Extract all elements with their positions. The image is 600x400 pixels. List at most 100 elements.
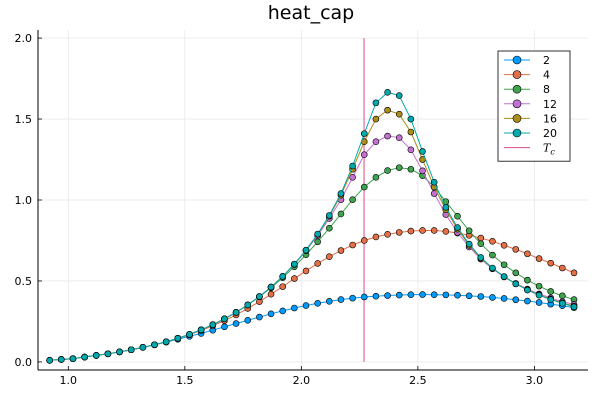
data-point bbox=[244, 316, 252, 324]
data-point bbox=[349, 196, 356, 203]
data-point bbox=[349, 294, 356, 302]
data-point bbox=[559, 299, 566, 307]
data-point bbox=[489, 294, 496, 301]
data-point bbox=[372, 99, 380, 107]
data-point bbox=[244, 301, 252, 309]
data-point bbox=[547, 259, 555, 267]
data-point bbox=[279, 273, 287, 280]
data-point bbox=[326, 298, 333, 305]
data-point bbox=[360, 293, 368, 301]
legend-label: 20 bbox=[543, 127, 557, 140]
data-point bbox=[395, 229, 403, 236]
data-point bbox=[559, 264, 566, 272]
data-point bbox=[570, 269, 578, 277]
data-point bbox=[81, 353, 88, 361]
x-tick-label: 2.5 bbox=[409, 374, 427, 387]
x-tick-label: 1.5 bbox=[176, 374, 194, 387]
data-point bbox=[384, 89, 391, 96]
data-point bbox=[337, 210, 345, 218]
data-point bbox=[326, 224, 333, 232]
data-point bbox=[337, 296, 345, 303]
data-point bbox=[349, 162, 356, 170]
data-point bbox=[360, 151, 368, 158]
y-tick-label: 2.0 bbox=[15, 32, 33, 45]
y-tick-label: 1.0 bbox=[15, 194, 33, 207]
data-point bbox=[535, 299, 543, 306]
legend-marker bbox=[512, 55, 522, 65]
data-point bbox=[209, 321, 217, 328]
data-point bbox=[279, 283, 287, 290]
data-point bbox=[267, 283, 275, 291]
data-point bbox=[454, 291, 461, 299]
data-point bbox=[372, 115, 380, 123]
data-point bbox=[372, 292, 380, 300]
data-point bbox=[395, 291, 403, 299]
data-point bbox=[326, 253, 333, 260]
data-point bbox=[326, 212, 333, 219]
data-point bbox=[395, 110, 403, 118]
data-point bbox=[559, 292, 566, 300]
legend-label: 2 bbox=[543, 54, 550, 67]
data-point bbox=[500, 242, 508, 249]
data-point bbox=[302, 267, 310, 275]
data-point bbox=[384, 292, 391, 299]
data-point bbox=[442, 203, 450, 211]
data-point bbox=[221, 323, 228, 331]
data-point bbox=[314, 238, 321, 246]
data-point bbox=[454, 224, 461, 231]
data-point bbox=[454, 212, 461, 220]
data-point bbox=[430, 291, 438, 299]
series-20 bbox=[46, 89, 578, 364]
data-point bbox=[372, 233, 380, 241]
data-point bbox=[279, 307, 287, 315]
data-point bbox=[524, 250, 531, 258]
data-point bbox=[267, 290, 275, 298]
data-point bbox=[500, 273, 508, 280]
data-point bbox=[337, 247, 345, 254]
data-point bbox=[360, 130, 368, 137]
data-point bbox=[151, 341, 158, 349]
data-point bbox=[500, 261, 508, 269]
data-point bbox=[127, 346, 135, 354]
y-tick-label: 1.5 bbox=[15, 113, 33, 126]
y-tick-label: 0.0 bbox=[15, 356, 33, 369]
tick-labels: 1.0 1.5 2.0 2.5 3.0 0.0 0.5 1.0 1.5 2.0 bbox=[15, 32, 544, 387]
data-point bbox=[302, 246, 310, 254]
data-point bbox=[430, 178, 438, 186]
data-point bbox=[465, 240, 473, 248]
data-point bbox=[337, 190, 345, 197]
legend-marker bbox=[512, 70, 522, 79]
legend-marker bbox=[512, 99, 522, 109]
data-point bbox=[524, 297, 531, 305]
data-point bbox=[69, 355, 77, 362]
legend-tc-label: Tc bbox=[543, 142, 555, 157]
data-point bbox=[58, 356, 65, 363]
chart-title: heat_cap bbox=[268, 2, 354, 24]
data-point bbox=[512, 296, 520, 304]
grid bbox=[38, 30, 588, 370]
data-point bbox=[407, 146, 415, 154]
data-point bbox=[174, 334, 182, 342]
data-point bbox=[384, 106, 391, 114]
data-point bbox=[162, 338, 170, 346]
data-point bbox=[524, 286, 531, 294]
data-point bbox=[92, 352, 100, 359]
data-point bbox=[477, 234, 485, 242]
data-point bbox=[407, 227, 415, 235]
data-point bbox=[232, 309, 240, 316]
data-point bbox=[197, 326, 205, 334]
data-point bbox=[430, 227, 438, 234]
data-point bbox=[442, 228, 450, 235]
data-point bbox=[512, 246, 520, 253]
data-point bbox=[46, 356, 53, 364]
data-point bbox=[221, 315, 228, 323]
data-point bbox=[535, 291, 543, 299]
data-point bbox=[139, 344, 147, 351]
data-point bbox=[395, 134, 403, 141]
data-point bbox=[372, 174, 380, 181]
y-tick-label: 0.5 bbox=[15, 275, 33, 288]
data-point bbox=[314, 260, 321, 267]
series-group bbox=[46, 89, 578, 364]
data-point bbox=[360, 237, 368, 244]
